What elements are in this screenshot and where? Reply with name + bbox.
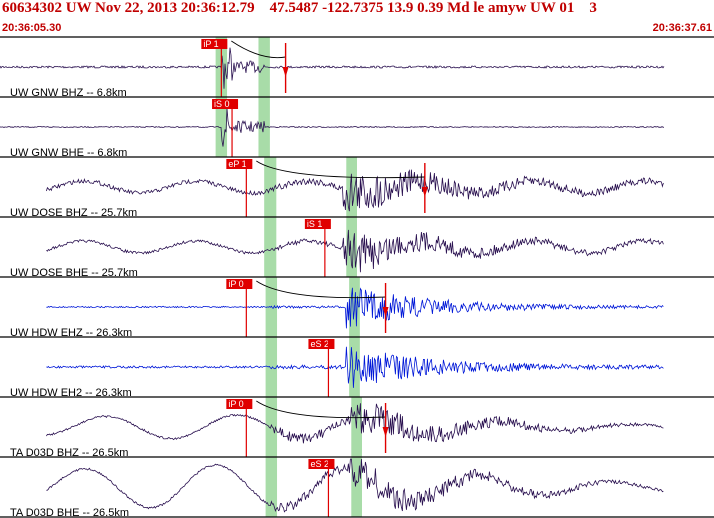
channel-label: UW GNW BHZ -- 6.8km	[10, 87, 127, 99]
waveform	[0, 107, 665, 147]
channel-label: UW HDW EH2 -- 26.3km	[10, 387, 132, 399]
channel-label: UW DOSE BHE -- 25.7km	[10, 267, 138, 279]
coda-marker-arrow	[382, 307, 389, 317]
pick-flag[interactable]	[201, 39, 228, 49]
pick-flag[interactable]	[226, 399, 253, 409]
trace-panel[interactable]: iP 1 UW GNW BHZ -- 6.8km	[0, 36, 714, 99]
pick-flag[interactable]	[226, 279, 253, 289]
pick-flag[interactable]	[304, 219, 331, 229]
travel-time-curve	[256, 160, 425, 179]
travel-time-curve	[256, 280, 386, 299]
pick-label: eS 2	[310, 339, 329, 349]
trace-panel[interactable]: iP 0 TA D03D BHZ -- 26.5km	[0, 396, 714, 459]
waveform	[46, 346, 664, 388]
pick-label: iS 1	[307, 219, 323, 229]
waveform	[0, 47, 665, 89]
channel-label: UW HDW EHZ -- 26.3km	[10, 327, 132, 339]
channel-label: TA D03D BHE -- 26.5km	[10, 507, 129, 518]
trace-panel[interactable]: iP 0 UW HDW EHZ -- 26.3km	[0, 276, 714, 339]
pick-label: iP 0	[228, 279, 243, 289]
waveform	[46, 287, 664, 329]
coda-marker-arrow	[421, 187, 428, 197]
trace-panel[interactable]: eS 2 UW HDW EH2 -- 26.3km	[0, 336, 714, 399]
start-time: 20:36:05.30	[2, 22, 62, 34]
coda-marker-arrow	[382, 427, 389, 437]
travel-time-curve	[256, 400, 386, 419]
channel-label: TA D03D BHZ -- 26.5km	[10, 447, 128, 459]
waveform	[46, 458, 664, 513]
pick-flag[interactable]	[226, 159, 253, 169]
waveform	[46, 403, 664, 444]
travel-time-curve	[231, 40, 286, 59]
pick-label: iP 1	[203, 39, 218, 49]
trace-panel[interactable]: eS 2 TA D03D BHE -- 26.5km	[0, 456, 714, 518]
trace-panel[interactable]: eP 1 UW DOSE BHZ -- 25.7km	[0, 156, 714, 219]
waveform	[46, 169, 664, 212]
trace-panel[interactable]: iS 1 UW DOSE BHE -- 25.7km	[0, 216, 714, 279]
event-header: 60634302 UW Nov 22, 2013 20:36:12.79 47.…	[2, 0, 597, 16]
channel-label: UW GNW BHE -- 6.8km	[10, 147, 127, 159]
coda-marker-arrow	[282, 67, 289, 77]
pick-label: iP 0	[228, 399, 243, 409]
pick-flag[interactable]	[308, 459, 335, 469]
waveform	[46, 229, 664, 273]
pick-label: eS 2	[310, 459, 329, 469]
pick-label: eP 1	[228, 159, 246, 169]
end-time: 20:36:37.61	[652, 22, 712, 34]
pick-label: iS 0	[214, 99, 230, 109]
pick-flag[interactable]	[308, 339, 335, 349]
channel-label: UW DOSE BHZ -- 25.7km	[10, 207, 137, 219]
trace-panel[interactable]: iS 0 UW GNW BHE -- 6.8km	[0, 96, 714, 159]
pick-flag[interactable]	[212, 99, 239, 109]
